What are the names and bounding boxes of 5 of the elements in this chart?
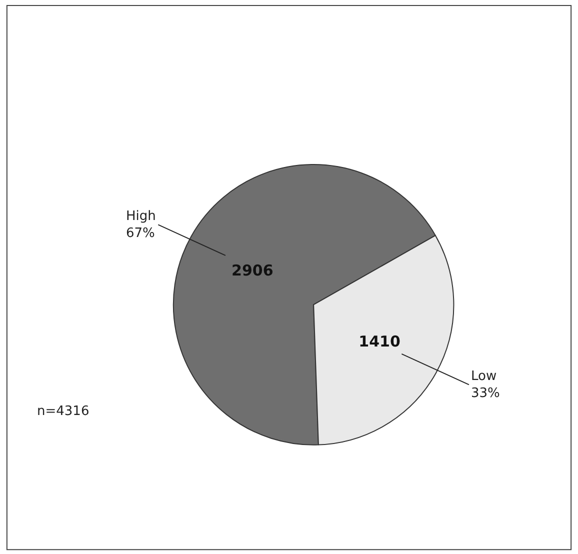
slice-label: Low 33% xyxy=(471,369,500,401)
data-label: 1410 xyxy=(358,332,400,351)
slice-label: High 67% xyxy=(126,209,156,241)
text: n=4316 xyxy=(37,404,90,419)
data-label: 2906 xyxy=(232,262,274,280)
